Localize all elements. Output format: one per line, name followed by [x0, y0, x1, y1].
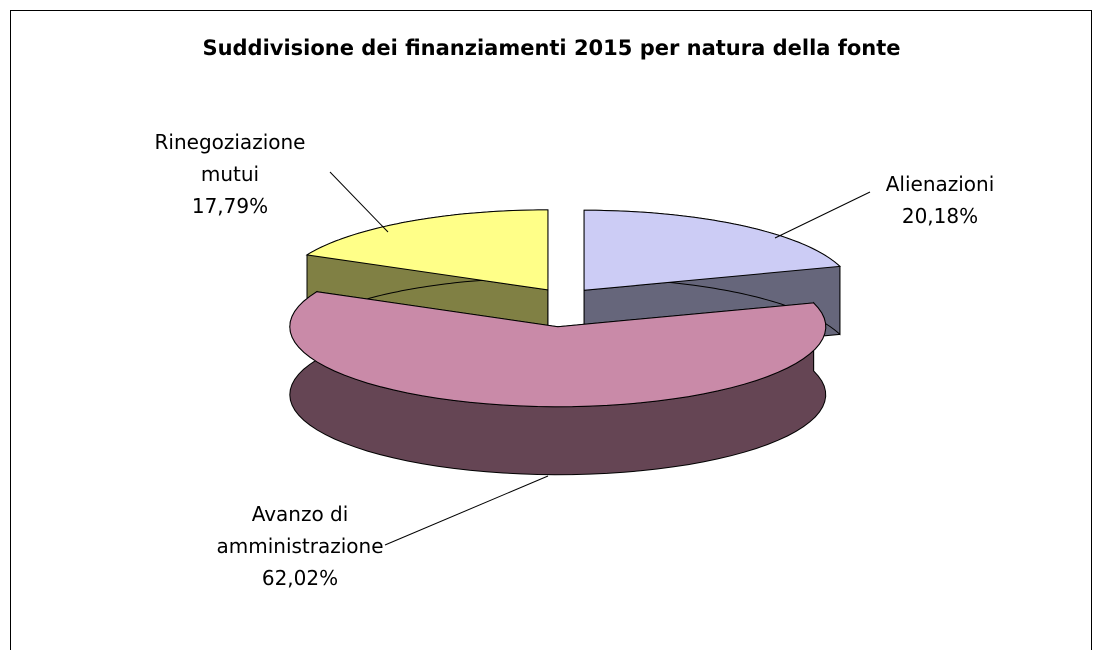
leader-line	[384, 475, 549, 546]
slice-label: Alienazioni 20,18%	[850, 168, 1030, 232]
slice	[583, 209, 842, 291]
category-label: Avanzo di amministrazione	[216, 502, 384, 558]
leader-line	[329, 171, 389, 233]
category-label: Alienazioni	[885, 172, 995, 196]
slice-label: Rinegoziazione mutui 17,79%	[140, 126, 320, 222]
category-label: Rinegoziazione mutui	[154, 130, 306, 186]
leader-line	[774, 191, 871, 239]
slice	[305, 209, 549, 291]
slice-label: Avanzo di amministrazione 62,02%	[210, 498, 390, 594]
value-label: 20,18%	[901, 204, 979, 228]
chart-title: Suddivisione dei finanziamenti 2015 per …	[202, 36, 901, 60]
value-label: 62,02%	[261, 566, 339, 590]
slice	[289, 291, 827, 408]
chart-frame	[10, 10, 1092, 650]
value-label: 17,79%	[191, 194, 269, 218]
